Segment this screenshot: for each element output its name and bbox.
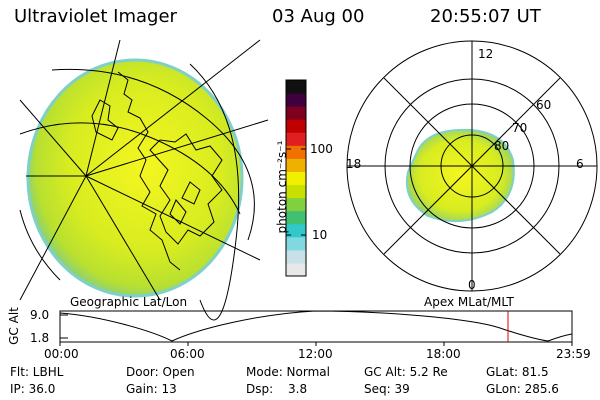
glat-info: GLat: 81.5: [486, 365, 549, 379]
mlt-label: 18: [346, 157, 362, 171]
altitude-ytick: 1.8: [30, 331, 50, 345]
geographic-grid: [19, 39, 269, 321]
gc-alt-info: GC Alt: 5.2 Re: [364, 365, 448, 379]
altitude-xtick: 23:59: [556, 347, 591, 361]
image-date: 03 Aug 00: [272, 6, 365, 27]
seq-info: Seq: 39: [364, 382, 410, 396]
polar-panel-label: Apex MLat/MLT: [424, 295, 514, 309]
mlt-label: 12: [478, 47, 494, 61]
colorbar-segment: [286, 262, 306, 277]
dsp-value: 3.8: [288, 382, 308, 396]
altitude-curve: [59, 310, 573, 342]
altitude-xtick: 00:00: [44, 347, 79, 361]
coastline: [169, 199, 187, 225]
mlat-label: 80: [494, 139, 510, 153]
colorbar-unit-label: photon cm⁻²s⁻¹: [275, 140, 289, 234]
colorbar-tick-label: 10: [312, 228, 328, 242]
colorbar-ticks: [286, 148, 306, 236]
mlat-label: 70: [512, 121, 528, 135]
colorbar-segment: [286, 236, 306, 251]
altitude-xtick: 12:00: [298, 347, 333, 361]
colorbar-segment: [286, 119, 306, 133]
gain-info: Gain: 13: [126, 382, 177, 396]
auroral-oval: [406, 128, 515, 223]
colorbar-segment: [286, 210, 306, 225]
polar-grid: [346, 40, 598, 292]
colorbar-segment: [286, 106, 306, 120]
mode-info: Mode: Normal: [246, 365, 330, 379]
coastline: [91, 99, 119, 141]
dsp-label: Dsp:: [246, 382, 274, 396]
geographic-image: [26, 58, 244, 298]
colorbar-segment: [286, 184, 306, 199]
ip-info: IP: 36.0: [10, 382, 56, 396]
filter-info: Flt: LBHL: [10, 365, 64, 379]
colorbar-segment: [286, 223, 306, 238]
colorbar-frame: [285, 79, 307, 277]
colorbar-segment: [286, 197, 306, 212]
colorbar-segment: [286, 158, 306, 172]
page-title: Ultraviolet Imager: [14, 6, 177, 27]
colorbar-tick-label: 100: [310, 142, 333, 156]
mlt-label: 0: [468, 278, 476, 292]
geo-panel-label: Geographic Lat/Lon: [70, 295, 188, 309]
polar-image: [406, 128, 515, 223]
image-time: 20:55:07 UT: [430, 6, 541, 27]
colorbar-segment: [286, 249, 306, 264]
altitude-ytick: 9.0: [30, 308, 50, 322]
coastline: [117, 71, 181, 271]
coastline: [181, 181, 201, 205]
glon-info: GLon: 285.6: [486, 382, 559, 396]
colorbar: [285, 79, 307, 277]
colorbar-segment: [286, 145, 306, 159]
colorbar-segment: [286, 132, 306, 146]
mlat-label: 60: [536, 98, 552, 112]
colorbar-segment: [286, 80, 306, 94]
altitude-xtick: 06:00: [170, 347, 205, 361]
altitude-plot: [59, 310, 573, 346]
colorbar-segment: [286, 171, 306, 186]
door-info: Door: Open: [126, 365, 195, 379]
colorbar-segment: [286, 93, 306, 107]
altitude-ylabel: GC Alt: [7, 307, 21, 345]
altitude-xtick: 18:00: [426, 347, 461, 361]
mlt-label: 6: [576, 157, 584, 171]
coastline: [149, 133, 223, 245]
